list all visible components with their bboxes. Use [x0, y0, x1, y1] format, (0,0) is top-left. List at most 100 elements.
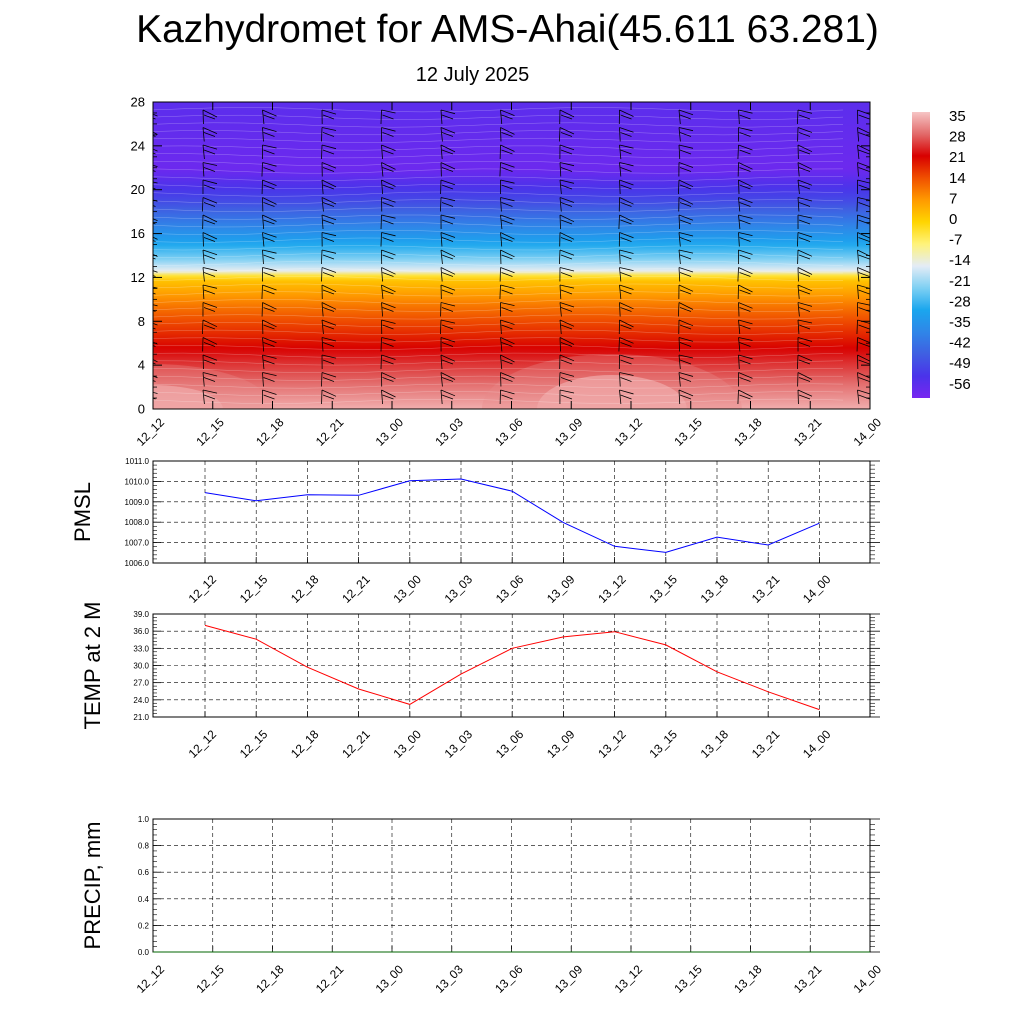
contour-line — [153, 276, 844, 281]
wind-barb — [381, 267, 396, 275]
wind-barb — [382, 342, 394, 347]
wind-barb — [858, 307, 870, 312]
wind-barb — [857, 284, 859, 300]
wind-barb — [857, 372, 870, 379]
wind-barb — [203, 167, 216, 172]
wind-barb — [263, 237, 275, 242]
wind-barb — [857, 372, 860, 387]
wind-barb — [858, 377, 870, 382]
wind-barb — [202, 127, 218, 134]
wind-barb — [857, 127, 870, 134]
wind-barb — [738, 337, 753, 341]
wind-barb — [857, 162, 859, 177]
wind-barb — [262, 354, 277, 359]
wind-barb — [440, 214, 456, 219]
wind-barb — [797, 197, 800, 212]
wind-barb — [678, 214, 681, 230]
wind-barb — [440, 372, 456, 380]
wind-barb — [739, 202, 751, 207]
wind-barb — [441, 324, 454, 330]
wind-barb — [262, 127, 264, 142]
heatmap-xtick-label: 13_15 — [671, 415, 705, 449]
wind-barb — [500, 302, 515, 306]
wind-barb — [153, 205, 156, 207]
wind-barb — [322, 342, 335, 347]
wind-barb — [382, 324, 394, 330]
wind-barb — [153, 327, 156, 330]
wind-barb — [679, 167, 692, 172]
heatmap-xtick-label: 13_00 — [373, 415, 407, 449]
wind-barb — [381, 179, 384, 195]
wind-barb — [679, 394, 692, 400]
colorbar-label: -56 — [949, 376, 971, 393]
wind-barb — [678, 319, 694, 327]
contour-line — [153, 191, 844, 197]
wind-barb — [202, 354, 218, 361]
contour-line — [153, 283, 844, 289]
wind-barb — [381, 109, 396, 114]
wind-barb — [798, 219, 811, 225]
wind-barb — [381, 127, 396, 132]
wind-barb — [797, 319, 813, 324]
wind-barb — [678, 197, 694, 205]
contour-line — [153, 245, 844, 251]
wind-barb — [202, 267, 218, 272]
wind-barb — [144, 285, 145, 299]
temp-series-line — [204, 624, 820, 711]
wind-barb — [619, 162, 622, 177]
wind-barb — [620, 394, 632, 400]
wind-barb — [381, 249, 396, 256]
precip-xtick-label: 14_00 — [851, 962, 885, 996]
wind-barb — [797, 144, 813, 153]
wind-barb — [738, 179, 753, 188]
wind-barb — [619, 127, 621, 142]
wind-barb — [441, 202, 454, 207]
wind-barb — [738, 249, 753, 255]
wind-barb — [738, 127, 753, 132]
wind-barb — [501, 149, 513, 155]
wind-barb — [559, 319, 575, 327]
temp-ytick-label: 21.0 — [133, 713, 149, 722]
wind-barb — [500, 354, 515, 363]
wind-barb — [559, 197, 575, 203]
wind-barb — [619, 284, 634, 290]
wind-barb — [559, 214, 575, 223]
wind-barb — [263, 359, 275, 365]
wind-barb — [262, 162, 277, 167]
wind-barb — [262, 214, 277, 222]
precip-xtick-label: 12_15 — [193, 962, 227, 996]
wind-barb — [381, 389, 396, 398]
wind-barb — [322, 359, 335, 365]
pmsl-series-line — [204, 478, 820, 553]
wind-barb — [500, 179, 515, 184]
wind-barb — [797, 179, 800, 195]
wind-barb — [441, 342, 454, 347]
wind-barb — [321, 232, 337, 237]
wind-barb — [440, 127, 443, 142]
precip-ytick-label: 1.0 — [138, 815, 150, 824]
wind-barb — [798, 254, 811, 260]
wind-barb — [559, 232, 575, 240]
precip-xtick-label: 13_03 — [432, 962, 466, 996]
wind-barb — [441, 184, 454, 190]
precip-xtick-label: 13_06 — [492, 962, 526, 996]
precip-ytick-label: 0.4 — [138, 895, 150, 904]
wind-barb — [858, 184, 870, 190]
temp-ytick-label: 27.0 — [133, 679, 149, 688]
wind-barb — [857, 144, 860, 160]
wind-barb — [262, 354, 265, 370]
wind-barb — [500, 232, 515, 240]
wind-barb — [262, 372, 264, 387]
wind-barb — [559, 197, 562, 212]
wind-barb — [321, 214, 324, 230]
wind-barb — [202, 284, 218, 289]
wind-barb — [381, 389, 383, 405]
wind-barb — [679, 184, 692, 190]
wind-barb — [559, 162, 575, 167]
wind-barb — [153, 113, 158, 117]
wind-barb — [678, 372, 681, 387]
wind-barb — [798, 149, 811, 155]
wind-barb — [739, 184, 751, 190]
wind-barb — [440, 389, 443, 405]
heatmap-xtick-label: 13_03 — [432, 415, 466, 449]
